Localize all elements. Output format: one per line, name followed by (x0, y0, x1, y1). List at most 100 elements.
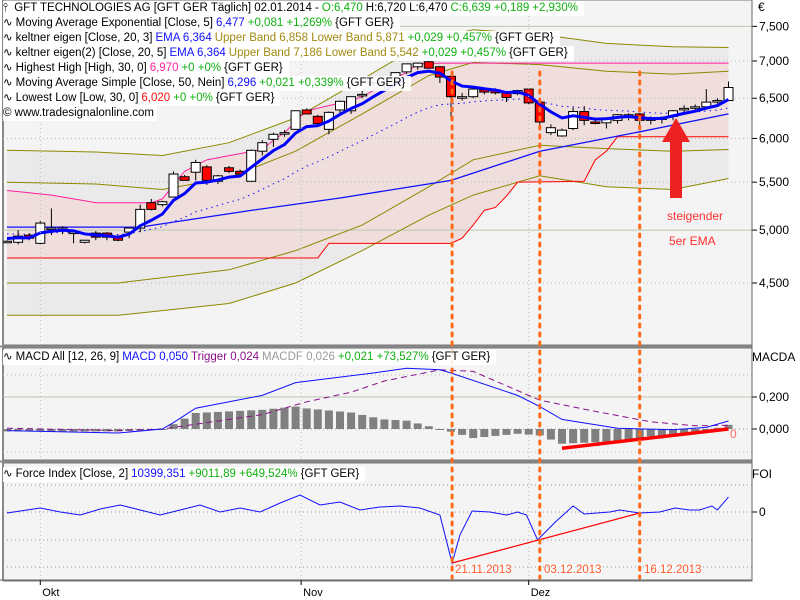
legend-lowest-low[interactable]: ∿ Lowest Low [Low, 30, 0] 6,020 +0 +0% {GFT … (3, 91, 281, 106)
legend-symbol: {GFT GER} (215, 92, 275, 104)
y-tick-label: 5,500 (759, 175, 789, 189)
legend-sma[interactable]: ∿ Moving Average Simple [Close, 50, Nein]… (3, 76, 412, 91)
candle (279, 130, 290, 137)
macdf-bar (713, 427, 722, 429)
candle (312, 114, 323, 125)
keltner-inner-lower-line (7, 144, 729, 284)
candle (257, 140, 268, 156)
high-value: H:6,720 (365, 2, 407, 14)
instrument-title: GFT TECHNOLOGIES AG [GFT GER Täglich] 02… (14, 2, 319, 14)
main-legend: ⫯ GFT TECHNOLOGIES AG [GFT GER Täglich] … (3, 1, 587, 121)
macdf-bar (358, 414, 367, 429)
macdf-bar (502, 429, 511, 435)
candle-body (168, 173, 179, 198)
legend-symbol: {GFT GER} (431, 351, 491, 363)
candle (224, 166, 234, 174)
legend-value: 6,477 (215, 17, 245, 29)
legend-macd: MACD 0,050 (122, 351, 189, 363)
macd-y-tick-label: 0,000 (759, 422, 789, 436)
macdf-bar (435, 429, 444, 430)
candle-body (712, 100, 723, 103)
legend-symbol: {GFT GER} (346, 77, 406, 89)
candle (3, 240, 12, 244)
macdf-bar (91, 429, 100, 432)
legend-trigger: Trigger 0,024 (191, 351, 260, 363)
macdf-bar (558, 429, 566, 444)
candle (468, 88, 479, 99)
macdf-bar (3, 429, 11, 432)
wave-icon: ∿ (3, 77, 13, 89)
macdf-bar (258, 409, 267, 429)
candle-body (279, 132, 290, 135)
legend-highest-high[interactable]: ∿ Highest High [High, 30, 0] 6,970 +0 +0% {G… (3, 61, 289, 76)
macdf-bar (236, 410, 245, 429)
macdf-bar (336, 411, 344, 429)
candle-body (457, 96, 468, 99)
legend-symbol: {GFT GER} (335, 17, 394, 29)
macdf-bar (491, 429, 500, 436)
foi-legend[interactable]: ∿ Force Index [Close, 2] 10399,351 +9011,89… (3, 467, 368, 482)
candle (423, 61, 434, 69)
candle (190, 159, 201, 181)
annotation-text-1: steigender (667, 209, 724, 223)
legend-change: +0,021 +0,339% (259, 77, 344, 89)
candle-body (679, 107, 690, 111)
candle (301, 108, 312, 115)
macdf-bar (47, 429, 56, 432)
candle-body (423, 61, 434, 69)
macdf-bar (25, 429, 34, 432)
ema5-line (6, 69, 730, 241)
foi-axis-label: FOI (752, 467, 772, 481)
candle-body (557, 129, 567, 137)
candle-body (357, 93, 368, 97)
candle-body (412, 62, 423, 68)
candle-body (46, 227, 57, 231)
candle (545, 124, 556, 136)
change-pct: +2,930% (532, 2, 578, 14)
macdf-bar (191, 413, 200, 429)
macd-legend[interactable]: ∿ MACD All [12, 26, 9] MACD 0,050 Trigger 0… (3, 350, 499, 365)
legend-label: Lowest Low [Low, 30, 0] (15, 92, 139, 104)
foi-y-tick-label: 0 (759, 505, 766, 519)
date-label-1: 21.11.2013 (455, 564, 512, 576)
keltner-outer-lower-line (7, 175, 729, 316)
macdf-bar (469, 429, 478, 439)
macdf-bar (36, 429, 45, 432)
legend-value: EMA 6,364 (155, 32, 212, 44)
macdf-bar (169, 424, 178, 429)
candle (712, 98, 723, 104)
candle (568, 107, 579, 131)
legend-value: 10399,351 (131, 468, 186, 480)
macdf-bar (180, 418, 189, 429)
candle-body (446, 75, 456, 98)
candle (457, 92, 468, 101)
macdf-bar (546, 429, 555, 440)
macdf-bar (680, 429, 689, 434)
macdf-bar (80, 429, 89, 432)
macdf-bar (402, 420, 411, 429)
candle-body (179, 176, 190, 181)
macdf-bar (424, 426, 433, 429)
macdf-bar (225, 411, 233, 429)
legend-ema[interactable]: ∿ Moving Average Exponential [Close, 5] 6,… (3, 16, 400, 31)
candle-body (268, 133, 279, 140)
macdf-bar (291, 406, 300, 429)
legend-keltner-2[interactable]: ∿ keltner eigen(2) [Close, 20, 5] EMA 6,36… (3, 46, 574, 61)
candle-body (290, 110, 301, 130)
copyright-link[interactable]: © www.tradesignalonline.com (3, 106, 158, 121)
foi-trendline (451, 512, 640, 564)
candle (79, 239, 90, 244)
legend-value: EMA 6,364 (169, 47, 226, 59)
macdf-bar (69, 429, 78, 432)
macdf-bar (14, 429, 23, 432)
candle (179, 174, 190, 181)
legend-label: Moving Average Simple [Close, 50, Nein] (15, 77, 225, 89)
legend-value: 6,020 (141, 92, 171, 104)
legend-keltner-1[interactable]: ∿ keltner eigen [Close, 20, 3] EMA 6,364 Up… (3, 31, 560, 46)
macdf-bar (624, 429, 633, 440)
date-label-2: 03.12.2013 (544, 564, 602, 576)
low-value: L:6,470 (409, 2, 448, 14)
y-tick-label: 6,500 (759, 91, 789, 105)
candle-body (3, 240, 12, 244)
